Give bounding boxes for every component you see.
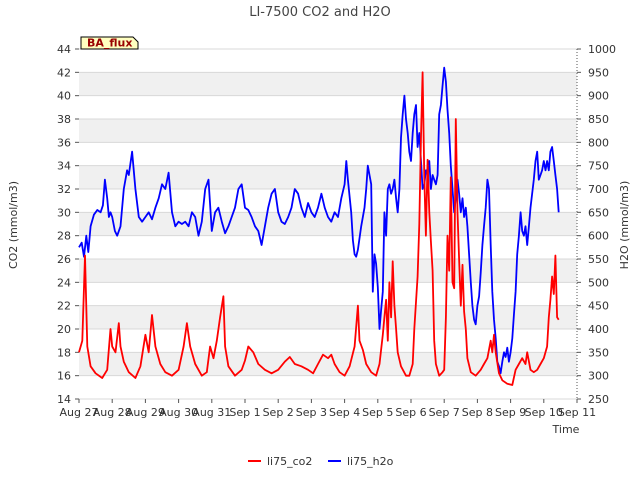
- y-right-tick-label: 400: [588, 323, 609, 336]
- legend-label-co2: li75_co2: [267, 455, 312, 468]
- y-right-tick-label: 850: [588, 113, 609, 126]
- y-left-tick-label: 36: [57, 136, 71, 149]
- grid-band: [79, 259, 577, 283]
- ba-flux-badge: BA_flux: [80, 36, 139, 50]
- legend-label-h2o: li75_h2o: [347, 455, 394, 468]
- y-right-tick-label: 600: [588, 230, 609, 243]
- y-left-tick-label: 28: [57, 230, 71, 243]
- grid-band: [79, 165, 577, 189]
- y-right-tick-label: 450: [588, 300, 609, 313]
- x-tick-label: Sep 6: [395, 406, 426, 419]
- background-bands: [79, 72, 577, 376]
- y-right-tick-label: 900: [588, 90, 609, 103]
- plot-lines: [78, 66, 560, 386]
- y-right-tick-label: 500: [588, 276, 609, 289]
- x-tick-label: Sep 1: [229, 406, 260, 419]
- left-y-axis: 14 16 18 20 22 24 26 28 30 32 34 36 38 40 42 44: [57, 43, 79, 406]
- grid-band: [79, 119, 577, 143]
- y-right-tick-label: 250: [588, 393, 609, 406]
- gridlines: [79, 48, 577, 400]
- y-left-tick-label: 26: [57, 253, 71, 266]
- y-right-tick-label: 300: [588, 370, 609, 383]
- y-right-tick-label: 350: [588, 346, 609, 359]
- y-left-tick-label: 24: [57, 276, 71, 289]
- x-tick-label: Sep 2: [263, 406, 294, 419]
- y-left-tick-label: 32: [57, 183, 71, 196]
- y-axis-right-label: H2O (mmol/m3): [618, 181, 631, 270]
- y-left-tick-label: 14: [57, 393, 71, 406]
- right-y-axis: 250 300 350 400 450 500 550 600 650 700 750 800 850 9…: [576, 43, 616, 406]
- x-tick-label: Sep 10: [525, 406, 563, 419]
- y-left-tick-label: 42: [57, 66, 71, 79]
- chart-title: LI-7500 CO2 and H2O: [249, 5, 391, 20]
- y-right-tick-label: 1000: [588, 43, 616, 56]
- legend-item-h2o: li75_h2o: [328, 455, 394, 468]
- x-tick-label: Aug 30: [159, 406, 198, 419]
- x-tick-label: Sep 5: [362, 406, 393, 419]
- y-right-tick-label: 650: [588, 206, 609, 219]
- y-left-tick-label: 30: [57, 206, 71, 219]
- y-left-tick-label: 16: [57, 370, 71, 383]
- x-tick-label: Sep 9: [495, 406, 526, 419]
- x-tick-label: Sep 7: [429, 406, 460, 419]
- y-right-tick-label: 750: [588, 160, 609, 173]
- x-tick-label: Sep 4: [329, 406, 360, 419]
- badge-label: BA_flux: [87, 37, 132, 50]
- y-left-tick-label: 18: [57, 346, 71, 359]
- y-left-tick-label: 22: [57, 300, 71, 313]
- y-left-tick-label: 20: [57, 323, 71, 336]
- x-tick-label: Aug 28: [93, 406, 132, 419]
- y-left-tick-label: 40: [57, 90, 71, 103]
- x-tick-label: Aug 27: [60, 406, 99, 419]
- y-right-tick-label: 700: [588, 183, 609, 196]
- grid-band: [79, 72, 577, 96]
- y-right-tick-label: 800: [588, 136, 609, 149]
- x-axis-label: Time: [552, 423, 580, 436]
- legend-item-co2: li75_co2: [248, 455, 312, 468]
- y-right-tick-label: 950: [588, 66, 609, 79]
- grid-band: [79, 352, 577, 376]
- y-right-tick-label: 550: [588, 253, 609, 266]
- grid-band: [79, 305, 577, 329]
- x-tick-label: Aug 29: [126, 406, 165, 419]
- y-left-tick-label: 34: [57, 160, 71, 173]
- x-tick-label: Sep 8: [462, 406, 493, 419]
- x-tick-label: Sep 3: [296, 406, 327, 419]
- x-tick-label: Aug 31: [192, 406, 231, 419]
- series-line-li75_co2: [78, 71, 560, 386]
- y-left-tick-label: 38: [57, 113, 71, 126]
- legend: li75_co2 li75_h2o: [248, 455, 394, 468]
- x-tick-label: Sep 11: [558, 406, 596, 419]
- y-axis-left-label: CO2 (mmol/m3): [7, 181, 20, 269]
- y-left-tick-label: 44: [57, 43, 71, 56]
- series-line-li75_h2o: [78, 66, 560, 375]
